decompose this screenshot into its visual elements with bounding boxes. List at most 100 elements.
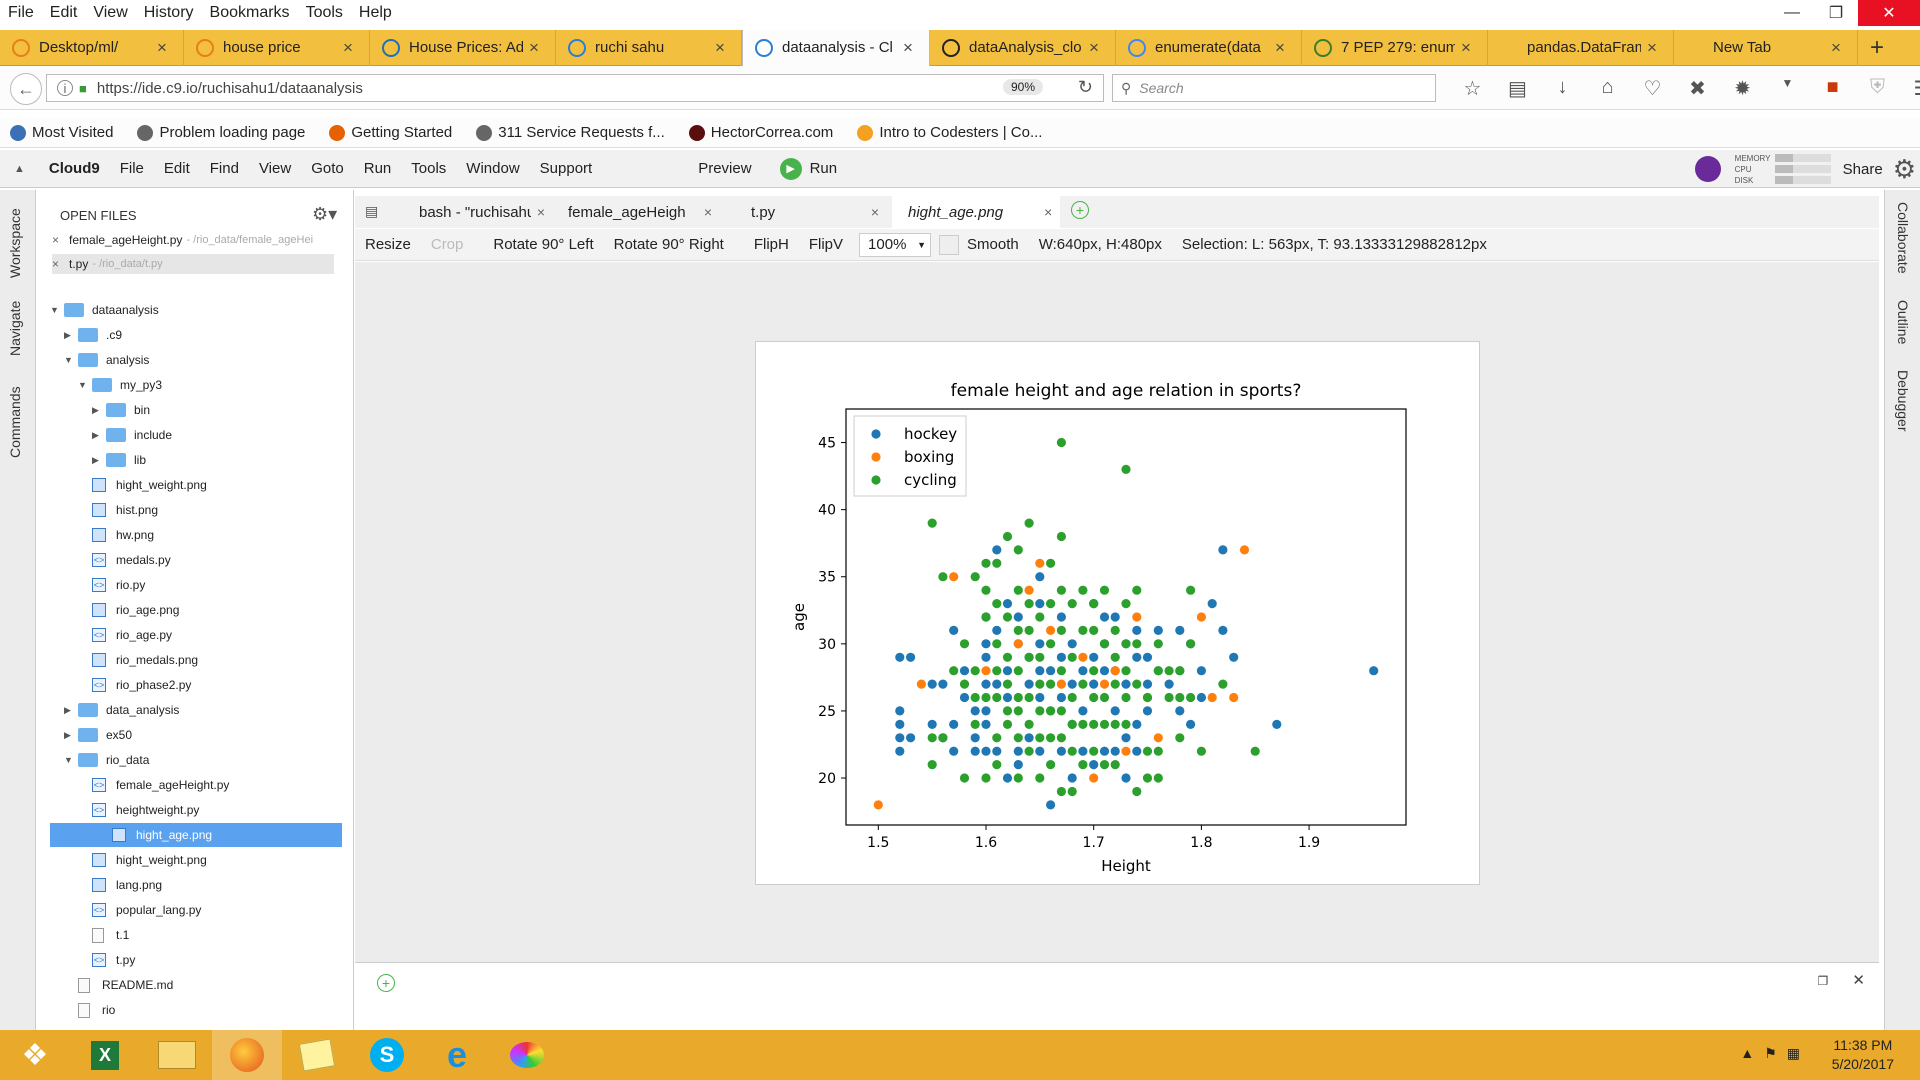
crop-button[interactable]: Crop [430,236,464,253]
caret-right-icon[interactable]: ▶ [92,404,99,415]
sidebar-gear-icon[interactable]: ⚙▾ [312,204,338,224]
vtab-debugger[interactable]: Debugger [1895,370,1911,432]
tree-item-rio-data[interactable]: ▼ rio_data [64,748,149,772]
close-tab-icon[interactable]: × [1043,204,1052,220]
flipv-button[interactable]: FlipV [808,236,844,253]
windows-start-icon[interactable]: ❖ [21,1038,49,1072]
add-tab-icon[interactable]: + [1071,201,1089,219]
fliph-button[interactable]: FlipH [753,236,789,253]
reload-icon[interactable]: ↻ [1077,77,1093,97]
tree-item-lib[interactable]: ▶ lib [92,448,146,472]
tree-item-my-py3[interactable]: ▼ my_py3 [78,373,162,397]
close-tab-icon[interactable]: × [870,204,879,220]
new-tab-icon[interactable]: + [1870,33,1885,61]
internet-explorer-icon[interactable]: e [446,1034,468,1075]
run-icon[interactable]: ▶ [779,157,802,180]
tree-item-hight-age-png[interactable]: hight_age.png [50,823,342,847]
c9-menu-goto[interactable]: Goto [311,160,344,177]
flag-icon[interactable]: ⚑ [1764,1045,1787,1061]
tree-item-t-1[interactable]: t.1 [78,923,129,947]
avatar[interactable] [1694,156,1721,182]
tree-item-include[interactable]: ▶ include [92,423,172,447]
collapse-arrow-icon[interactable]: ▲ [14,162,25,175]
maximize-panel-icon[interactable]: ❐ [1817,974,1829,988]
editor-tab-t-py[interactable]: t.py × [735,196,887,228]
tree-item-bin[interactable]: ▶ bin [92,398,150,422]
tree-item-hw-png[interactable]: hw.png [78,523,154,547]
tree-item-rio-phase2-py[interactable]: <> rio_phase2.py [78,673,191,697]
close-tab-icon[interactable]: × [903,37,913,57]
vtab-collaborate[interactable]: Collaborate [1895,202,1911,274]
tree-item-heightweight-py[interactable]: <> heightweight.py [78,798,199,822]
bookmark-problem-loading-page[interactable]: Problem loading page [127,124,305,141]
addon-icon[interactable]: ✖ [1689,78,1706,100]
tree-item-rio-medals-png[interactable]: rio_medals.png [78,648,198,672]
close-tab-icon[interactable]: × [1089,37,1099,57]
search-input[interactable]: ⚲ Search [1112,74,1436,102]
caret-right-icon[interactable]: ▶ [64,704,71,715]
smooth-checkbox[interactable] [939,234,960,255]
file-explorer-icon[interactable] [142,1030,212,1080]
os-menu-edit[interactable]: Edit [49,4,78,21]
tree-item-rio[interactable]: rio [64,998,115,1022]
run-button[interactable]: Run [809,160,838,177]
preview-button[interactable]: Preview [698,160,752,177]
browser-tab-6[interactable]: dataAnalysis_clo × [930,29,1116,66]
tree-item-analysis[interactable]: ▼ analysis [64,348,149,372]
tree-item-rio-py[interactable]: <> rio.py [78,573,145,597]
close-panel-icon[interactable]: ✕ [1852,972,1865,989]
caret-right-icon[interactable]: ▶ [92,429,99,440]
hamburger-menu-icon[interactable]: ☰ [1900,76,1920,101]
close-window-icon[interactable]: ✕ [1858,0,1920,26]
os-menu-bookmarks[interactable]: Bookmarks [209,4,290,21]
vtab-outline[interactable]: Outline [1895,300,1911,345]
zoom-indicator[interactable]: 90% [1002,79,1043,95]
os-menu-help[interactable]: Help [358,4,392,21]
add-terminal-icon[interactable]: + [377,974,395,992]
bookmark-311-service-requests-f[interactable]: 311 Service Requests f... [466,124,665,141]
caret-down-icon[interactable]: ▼ [64,755,73,765]
browser-tab-7[interactable]: enumerate(data × [1116,29,1302,66]
tree-item-rio-age-py[interactable]: <> rio_age.py [78,623,172,647]
c9-menu-window[interactable]: Window [466,160,520,177]
os-menu-tools[interactable]: Tools [305,4,343,21]
open-file-item[interactable]: × female_ageHeight.py - /rio_data/female_a… [52,230,313,250]
browser-tab-4[interactable]: ruchi sahu × [556,29,742,66]
tree-item-rio-age-png[interactable]: rio_age.png [78,598,179,622]
tree-item-dataanalysis[interactable]: ▼ dataanalysis [50,298,159,322]
close-tab-icon[interactable]: × [157,37,167,57]
vtab-navigate[interactable]: Navigate [7,300,23,356]
close-tab-icon[interactable]: × [1461,37,1471,57]
tree-item-lang-png[interactable]: lang.png [78,873,162,897]
bug-icon[interactable]: ✹ [1734,78,1751,100]
firefox-icon[interactable] [212,1030,282,1080]
tree-item-c9[interactable]: ▶ .c9 [64,323,122,347]
skype-icon[interactable]: S [352,1030,422,1080]
restore-icon[interactable]: ❐ [1828,5,1844,22]
rotate-left-button[interactable]: Rotate 90° Left [493,236,594,253]
tab-menu-icon[interactable]: ▤ [365,203,379,219]
home-icon[interactable]: ⌂ [1601,76,1614,98]
close-tab-icon[interactable]: × [536,204,545,220]
info-icon[interactable]: i [57,80,73,96]
clock[interactable]: 11:38 PM 5/20/2017 [1832,1036,1894,1074]
os-menu-view[interactable]: View [93,4,128,21]
c9-menu-edit[interactable]: Edit [163,160,190,177]
editor-tab-bash-ruchisahu[interactable]: bash - "ruchisahu × [403,196,553,228]
close-file-icon[interactable]: × [52,257,60,271]
vtab-commands[interactable]: Commands [7,386,23,458]
tree-item-readme-md[interactable]: README.md [64,973,173,997]
rotate-right-button[interactable]: Rotate 90° Right [613,236,724,253]
c9-menu-run[interactable]: Run [363,160,392,177]
browser-tab-5[interactable]: dataanalysis - Cl × [742,29,930,66]
tree-item-popular-lang-py[interactable]: <> popular_lang.py [78,898,201,922]
os-menu-history[interactable]: History [143,4,194,21]
bookmark-intro-to-codesters-co[interactable]: Intro to Codesters | Co... [847,124,1042,141]
dropdown-icon[interactable]: ▼ [1781,76,1794,90]
c9-menu-view[interactable]: View [258,160,292,177]
caret-down-icon[interactable]: ▼ [50,305,59,315]
shield-icon[interactable]: ⛨ [1870,76,1885,98]
browser-tab-9[interactable]: pandas.DataFrame.it × [1488,29,1674,66]
sticky-notes-icon[interactable] [282,1030,352,1080]
caret-down-icon[interactable]: ▼ [78,380,87,390]
